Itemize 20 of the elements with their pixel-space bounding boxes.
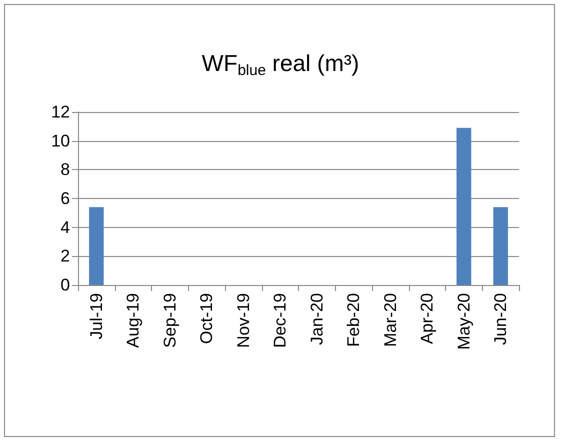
y-tick-label: 4 bbox=[60, 218, 70, 237]
y-tick-label: 12 bbox=[51, 102, 70, 122]
y-tick-label: 6 bbox=[60, 189, 70, 208]
y-tick-label: 2 bbox=[60, 246, 70, 266]
x-tick-label: Feb-20 bbox=[344, 293, 364, 347]
x-tick-label: Oct-19 bbox=[197, 293, 216, 344]
y-tick-label: 10 bbox=[51, 131, 70, 150]
x-tick-label: Sep-19 bbox=[160, 293, 180, 348]
x-tick-label: Aug-19 bbox=[124, 293, 143, 348]
y-tick-label: 8 bbox=[60, 160, 70, 180]
chart-title: WF$_{blue}$ real (m³) bbox=[200, 50, 360, 79]
x-tick-label: Jun-20 bbox=[491, 293, 510, 345]
x-tick-label: Jul-19 bbox=[86, 293, 106, 340]
x-tick-label: Nov-19 bbox=[234, 293, 253, 348]
x-tick-label: Mar-20 bbox=[380, 293, 400, 347]
x-tick-label: May-20 bbox=[454, 293, 474, 350]
x-tick-label: Apr-20 bbox=[418, 293, 437, 344]
x-tick-label: Jan-20 bbox=[307, 293, 326, 345]
x-tick-label: Dec-19 bbox=[270, 293, 290, 348]
y-tick-label: 0 bbox=[60, 276, 70, 294]
